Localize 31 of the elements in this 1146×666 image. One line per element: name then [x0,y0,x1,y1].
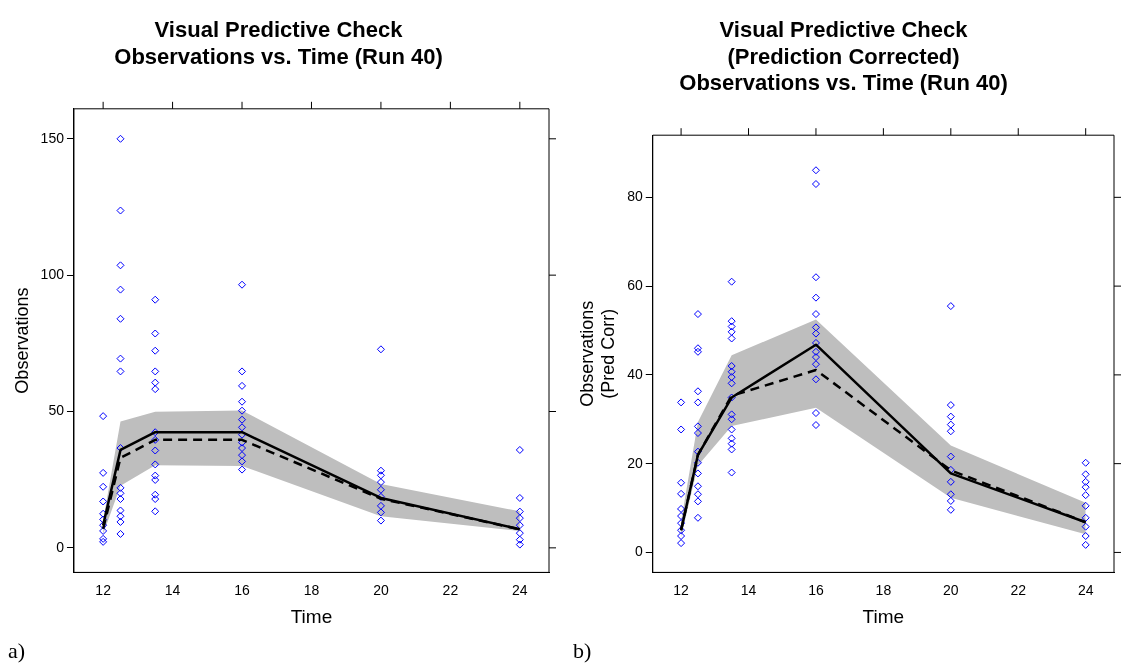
chart-title: Visual Predictive Check (Prediction Corrected) Observations vs. Time (Run 40) [679,17,1008,96]
y-axis-title: Observations (Pred Corr) [576,300,619,407]
x-tick-label: 18 [875,581,892,598]
y-tick-label: 20 [627,454,643,471]
x-tick-label: 20 [943,581,959,598]
x-tick-label: 14 [740,581,757,598]
y-tick-label: 80 [627,188,643,205]
x-tick-label: 22 [1010,581,1027,598]
x-tick-label: 12 [95,581,112,598]
y-tick-label: 60 [627,276,643,293]
y-tick-label: 50 [48,402,65,419]
x-tick-label: 18 [303,581,320,598]
y-tick-label: 150 [40,129,65,146]
x-axis-title: Time [290,605,333,627]
x-tick-label: 16 [234,581,251,598]
x-tick-label: 16 [808,581,824,598]
x-tick-label: 14 [164,581,181,598]
x-tick-label: 24 [1077,581,1094,598]
x-axis-title: Time [862,605,905,627]
y-tick-label: 40 [627,365,643,382]
text: b) [573,638,592,664]
x-tick-label: 22 [442,581,459,598]
x-tick-label: 12 [673,581,690,598]
y-tick-label: 0 [56,538,65,555]
x-tick-label: 24 [512,581,528,598]
y-axis-title: Observations [11,287,32,394]
text: a) [8,638,26,664]
y-tick-label: 0 [634,543,643,560]
chart-title: Visual Predictive Check Observations vs. Time (Run 40) [114,17,443,69]
x-tick-label: 20 [373,581,389,598]
y-tick-label: 100 [40,266,65,283]
